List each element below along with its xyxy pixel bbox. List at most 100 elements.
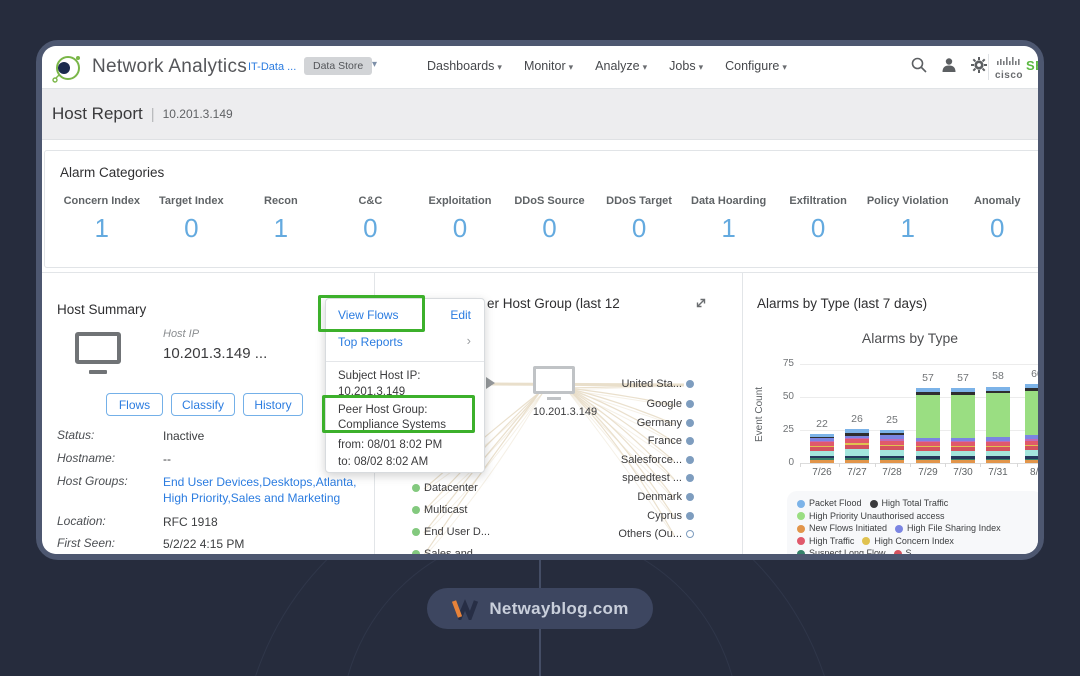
topbar-divider — [988, 54, 989, 80]
menu-monitor[interactable]: Monitor ▾ — [524, 59, 573, 73]
peer-host-ip-label: 10.201.3.149 — [532, 406, 598, 418]
search-icon[interactable] — [910, 56, 928, 74]
chart-bar[interactable] — [810, 434, 834, 463]
legend-dot-icon — [893, 549, 902, 554]
legend-item: Packet Flood — [797, 498, 862, 510]
alarm-category-count[interactable]: 1 — [721, 213, 736, 243]
alarm-category-count[interactable]: 0 — [452, 213, 468, 243]
legend-label: High Traffic — [809, 535, 855, 546]
chart-x-minor-tick — [945, 463, 946, 467]
node-label: Denmark — [637, 491, 682, 503]
alarm-category-label: DDoS Target — [606, 195, 672, 207]
host-ip-value[interactable]: 10.201.3.149 ... — [163, 345, 268, 362]
chart-y-tick: 0 — [788, 457, 794, 468]
classify-button[interactable]: Classify — [171, 393, 235, 416]
chart-bar[interactable] — [951, 387, 975, 463]
legend-dot-icon — [895, 524, 904, 533]
edit-menu-item[interactable]: Edit — [450, 308, 471, 322]
history-button[interactable]: History — [243, 393, 303, 416]
chart-bar-segment — [880, 440, 904, 445]
legend-item: High Concern Index — [862, 536, 954, 548]
chart-y-tick: 50 — [782, 391, 794, 402]
chart-bar-value: 60 — [1031, 368, 1038, 380]
flows-button[interactable]: Flows — [106, 393, 163, 416]
chart-bar-segment — [951, 387, 975, 392]
collapsed-edge-arrow-icon — [486, 377, 495, 389]
peer-node-right[interactable]: Germany — [498, 417, 694, 429]
netwayblog-logo-icon — [452, 598, 479, 620]
data-store-badge[interactable]: Data Store — [304, 57, 373, 75]
user-icon[interactable] — [940, 56, 958, 74]
node-dot-icon — [686, 456, 694, 464]
popup-divider — [326, 361, 484, 362]
alarm-category-count[interactable]: 0 — [184, 213, 199, 243]
peer-node-right[interactable]: Google — [498, 398, 694, 410]
submenu-chevron-icon[interactable]: › — [466, 333, 471, 348]
chart-bar-segment — [951, 459, 975, 461]
peer-node-right[interactable]: United Sta... — [498, 378, 694, 390]
view-flows-menu-item[interactable]: View Flows — [338, 308, 399, 322]
chart-bar[interactable] — [916, 387, 940, 463]
chart-bar[interactable] — [845, 429, 869, 463]
host-field-value: 5/2/22 4:15 PM — [163, 537, 245, 551]
alarm-category-label: Concern Index — [63, 195, 140, 207]
cisco-logo: cisco — [994, 52, 1024, 81]
alarm-category-count[interactable]: 0 — [990, 213, 1005, 243]
chart-bar-segment — [845, 457, 869, 461]
chart-bar-segment — [986, 456, 1010, 460]
alarm-category-count[interactable]: 1 — [273, 213, 289, 243]
menu-analyze[interactable]: Analyze ▾ — [595, 59, 647, 73]
alarm-category-count[interactable]: 1 — [94, 213, 109, 243]
chart-x-tick: 8/1 — [1030, 467, 1038, 478]
peer-node-left[interactable]: Multicast — [412, 504, 467, 516]
tenant-selector[interactable]: IT-Data ... — [248, 61, 297, 73]
legend-item: New Flows Initiated — [797, 523, 887, 535]
chart-bar[interactable] — [880, 430, 904, 463]
host-field-value[interactable]: End User Devices,Desktops,Atlanta, High … — [163, 475, 357, 505]
context-menu-popup: View Flows Edit Top Reports › Subject Ho… — [325, 298, 485, 473]
chart-bar-segment — [916, 394, 940, 439]
peer-node-right[interactable]: Salesforce... — [498, 454, 694, 466]
alarm-category-count[interactable]: 0 — [542, 213, 557, 243]
peer-node-left[interactable]: End User D... — [412, 526, 490, 538]
host-field-value: RFC 1918 — [163, 515, 218, 529]
chart-bar-segment — [986, 390, 1010, 394]
chart-bar[interactable] — [1025, 383, 1038, 463]
alarm-category-count[interactable]: 0 — [363, 213, 378, 243]
data-store-caret-icon[interactable]: ▾ — [372, 59, 378, 70]
caret-down-icon: ▾ — [782, 62, 787, 72]
peer-node-left[interactable]: Datacenter — [412, 482, 478, 494]
peer-node-right[interactable]: Others (Ou... — [498, 528, 694, 540]
top-reports-menu-item[interactable]: Top Reports — [338, 335, 403, 349]
menu-jobs[interactable]: Jobs ▾ — [669, 59, 703, 73]
menu-dashboards[interactable]: Dashboards ▾ — [427, 59, 502, 73]
node-dot-icon — [686, 419, 694, 427]
alarm-category-count[interactable]: 0 — [810, 213, 826, 243]
peer-node-left[interactable]: Sales and ... — [412, 548, 485, 554]
peer-node-right[interactable]: Denmark — [498, 491, 694, 503]
peer-node-right[interactable]: Cyprus — [498, 510, 694, 522]
chart-bar-segment — [810, 460, 834, 463]
node-dot-icon — [686, 530, 694, 538]
chart-bar-value: 26 — [851, 413, 863, 425]
chart-bar-segment — [986, 447, 1010, 452]
topbar-bottom-divider — [42, 88, 1038, 89]
chart-bar[interactable] — [986, 386, 1010, 463]
host-field-value: Inactive — [163, 429, 205, 443]
node-label: End User D... — [424, 526, 491, 538]
peer-node-right[interactable]: speedtest ... — [498, 472, 694, 484]
menu-configure[interactable]: Configure ▾ — [725, 59, 787, 73]
expand-icon[interactable] — [694, 296, 708, 310]
alarm-category-count[interactable]: 1 — [900, 213, 915, 243]
host-monitor-icon — [75, 332, 121, 364]
peer-node-right[interactable]: France — [498, 435, 694, 447]
gear-icon[interactable] — [970, 56, 988, 74]
node-dot-icon — [412, 506, 420, 514]
alarm-category-count[interactable]: 0 — [631, 213, 647, 243]
chart-x-minor-tick — [875, 463, 876, 467]
legend-item: Suspect Long Flow — [797, 548, 886, 554]
chart-bar-segment — [845, 438, 869, 440]
peer-host-monitor-icon[interactable] — [533, 366, 575, 394]
chart-bar-segment — [880, 460, 904, 463]
chart-bar-segment — [1025, 445, 1038, 450]
